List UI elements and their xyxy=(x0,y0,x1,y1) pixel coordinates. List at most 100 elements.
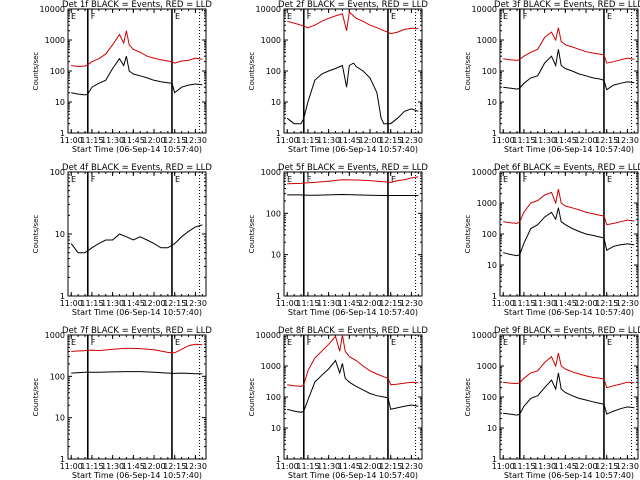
panel-det-9: Det 9f BLACK = Events, RED = LLD 1 10 100 10… xyxy=(464,326,640,480)
x-tick-label: 11:15 xyxy=(80,299,103,308)
x-tick-label: 12:30 xyxy=(400,462,423,471)
y-tick-label: 1000 xyxy=(45,331,65,340)
y-axis-label: Counts/sec xyxy=(32,52,40,91)
series-line-events xyxy=(71,371,203,375)
region-label: E xyxy=(175,175,180,184)
x-tick-label: 11:15 xyxy=(296,462,319,471)
x-tick-label: 12:15 xyxy=(163,136,186,145)
y-tick-label: 100 xyxy=(482,67,497,76)
x-tick-label: 11:00 xyxy=(60,136,83,145)
plot-title: Det 5f BLACK = Events, RED = LLD xyxy=(278,163,428,173)
region-label: F xyxy=(307,175,312,184)
x-tick-label: 12:00 xyxy=(574,462,597,471)
y-tick-label: 10 xyxy=(55,230,65,239)
y-tick-label: 100 xyxy=(50,168,65,177)
series-line-lld xyxy=(503,189,635,226)
x-tick-label: 12:30 xyxy=(616,136,639,145)
x-tick-label: 12:15 xyxy=(163,462,186,471)
panel-det-2: Det 2f BLACK = Events, RED = LLD 1 10 100 10… xyxy=(248,0,428,154)
series-line-events xyxy=(287,359,419,413)
y-tick-label: 1 xyxy=(492,455,497,464)
x-tick-label: 11:30 xyxy=(533,136,556,145)
series-line-events xyxy=(71,56,203,96)
series-line-events xyxy=(287,193,419,196)
y-tick-label: 100 xyxy=(50,372,65,381)
x-axis-label: Start Time (06-Sep-14 10:57:40) xyxy=(504,471,634,480)
panel-det-8: Det 8f BLACK = Events, RED = LLD 1 10 100 10… xyxy=(248,326,428,480)
x-tick-label: 11:30 xyxy=(101,462,124,471)
series-line-lld xyxy=(503,27,635,64)
plot-frame xyxy=(499,334,639,460)
x-tick-label: 12:30 xyxy=(184,299,207,308)
x-tick-label: 11:00 xyxy=(492,299,515,308)
y-tick-label: 100 xyxy=(266,209,281,218)
x-tick-label: 12:15 xyxy=(379,462,402,471)
panel-det-1: Det 1f BLACK = Events, RED = LLD 1 10 100 10… xyxy=(32,0,212,154)
y-tick-label: 1000 xyxy=(261,362,281,371)
y-tick-label: 10000 xyxy=(472,331,497,340)
x-tick-label: 11:45 xyxy=(554,462,577,471)
x-tick-label: 11:00 xyxy=(492,462,515,471)
y-tick-label: 100 xyxy=(50,67,65,76)
region-label: E xyxy=(175,338,180,347)
region-label: F xyxy=(307,338,312,347)
y-tick-label: 10 xyxy=(271,251,281,260)
series-line-events xyxy=(503,49,635,91)
region-label: E xyxy=(175,12,180,21)
region-label: E xyxy=(503,175,508,184)
x-tick-label: 12:15 xyxy=(379,299,402,308)
x-tick-label: 11:45 xyxy=(122,136,145,145)
x-tick-label: 11:30 xyxy=(101,299,124,308)
y-tick-label: 100 xyxy=(266,393,281,402)
region-label: E xyxy=(71,175,76,184)
y-tick-label: 100 xyxy=(482,393,497,402)
y-axis-label: Counts/sec xyxy=(464,378,472,417)
region-label: E xyxy=(391,175,396,184)
y-tick-label: 1 xyxy=(276,292,281,301)
x-tick-label: 11:30 xyxy=(317,299,340,308)
panel-det-5: Det 5f BLACK = Events, RED = LLD 1 10 100 10… xyxy=(248,163,428,317)
region-label: F xyxy=(307,12,312,21)
plot-frame xyxy=(67,8,207,134)
region-label: E xyxy=(503,338,508,347)
x-tick-label: 11:45 xyxy=(554,299,577,308)
x-tick-label: 12:00 xyxy=(358,299,381,308)
y-tick-label: 1000 xyxy=(477,36,497,45)
region-label: E xyxy=(287,338,292,347)
plot-frame xyxy=(283,171,423,297)
region-label: F xyxy=(91,12,96,21)
x-tick-label: 12:00 xyxy=(358,462,381,471)
series-line-events xyxy=(503,372,635,416)
x-tick-label: 12:15 xyxy=(595,462,618,471)
series-line-lld xyxy=(287,176,419,185)
y-tick-label: 1000 xyxy=(261,36,281,45)
x-tick-label: 12:15 xyxy=(595,299,618,308)
x-tick-label: 11:30 xyxy=(317,136,340,145)
series-line-lld xyxy=(287,334,419,387)
x-tick-label: 11:15 xyxy=(80,136,103,145)
x-tick-label: 12:00 xyxy=(142,136,165,145)
x-axis-label: Start Time (06-Sep-14 10:57:40) xyxy=(504,308,634,317)
plot-title: Det 8f BLACK = Events, RED = LLD xyxy=(278,326,428,336)
x-tick-label: 11:15 xyxy=(512,462,535,471)
panel-det-6: Det 6f BLACK = Events, RED = LLD 1 10 100 10… xyxy=(464,163,640,317)
y-tick-label: 1 xyxy=(276,129,281,138)
x-tick-label: 12:30 xyxy=(184,136,207,145)
x-tick-label: 12:30 xyxy=(400,136,423,145)
plot-title: Det 3f BLACK = Events, RED = LLD xyxy=(494,0,640,10)
y-tick-label: 1000 xyxy=(45,36,65,45)
x-tick-label: 11:45 xyxy=(554,136,577,145)
x-tick-label: 11:00 xyxy=(276,299,299,308)
plot-title: Det 1f BLACK = Events, RED = LLD xyxy=(62,0,212,10)
y-tick-label: 1 xyxy=(276,455,281,464)
region-label: E xyxy=(71,12,76,21)
x-tick-label: 11:00 xyxy=(60,299,83,308)
x-tick-label: 11:30 xyxy=(317,462,340,471)
x-tick-label: 11:15 xyxy=(296,299,319,308)
x-tick-label: 12:15 xyxy=(379,136,402,145)
y-axis-label: Counts/sec xyxy=(32,215,40,254)
panel-det-7: Det 7f BLACK = Events, RED = LLD 1 10 100 10… xyxy=(32,326,212,480)
region-label: E xyxy=(287,175,292,184)
series-line-events xyxy=(70,224,203,254)
